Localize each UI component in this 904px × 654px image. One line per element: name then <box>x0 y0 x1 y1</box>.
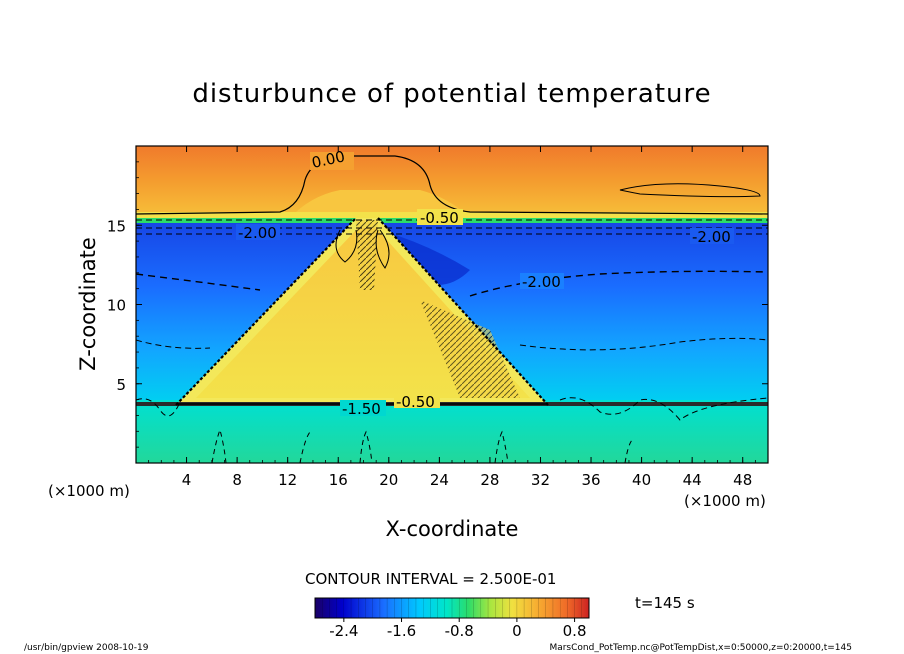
x-tick-label: 12 <box>278 471 297 489</box>
plot-area: 0.00 -0.50 -2.00 -2.00 -2.00 -1.50 -0.50 <box>136 146 768 463</box>
clabel-3: -2.00 <box>692 228 731 246</box>
clabel-bg-0 <box>310 152 354 170</box>
x-tick-label: 24 <box>430 471 449 489</box>
y-tick-label: 15 <box>107 217 126 235</box>
y-tick-label: 10 <box>107 297 126 315</box>
colorbar-ticks: -2.4 -1.6 -0.8 0 0.8 <box>322 598 587 640</box>
footer-right: MarsCond_PotTemp.nc@PotTempDist,x=0:5000… <box>549 643 852 653</box>
clabel-bg-3 <box>690 228 734 244</box>
contour-zero <box>136 155 768 215</box>
x-tick-label: 40 <box>632 471 651 489</box>
time-text: t=145 s <box>635 594 695 612</box>
clabel-6: -0.50 <box>396 393 435 411</box>
clabel-bg-4 <box>520 273 564 289</box>
x-unit-left: (×1000 m) <box>48 482 130 500</box>
colorbar-tick-label: -1.6 <box>387 622 416 640</box>
y-tick-label: 5 <box>116 376 126 394</box>
y-axis-label: Z-coordinate <box>76 237 100 371</box>
clabel-5: -1.50 <box>342 400 381 418</box>
clabel-bg-6 <box>394 394 440 408</box>
footer-left: /usr/bin/gpview 2008-10-19 <box>24 643 149 653</box>
colorbar-tick-label: 0 <box>512 622 522 640</box>
clabel-bg-2 <box>236 224 280 240</box>
contour-peak-left <box>335 229 358 263</box>
colorbar-tick-label: -2.4 <box>329 622 358 640</box>
x-tick-label: 48 <box>733 471 752 489</box>
plume-hatch <box>356 220 378 290</box>
x-tick-label: 8 <box>232 471 242 489</box>
contour-minus2 <box>136 270 768 297</box>
contour-lower-wavy <box>136 397 768 421</box>
clabel-2: -2.00 <box>238 224 277 242</box>
clabel-bg-5 <box>340 400 386 416</box>
contour-bottom-cells <box>211 428 633 463</box>
x-tick-label: 28 <box>480 471 499 489</box>
chart-title: disturbunce of potential temperature <box>192 79 711 109</box>
contour-closed-upper <box>619 183 761 198</box>
x-tick-label: 16 <box>329 471 348 489</box>
y-axis-ticks: 5 10 15 <box>107 145 768 464</box>
contour-triangle-edges <box>175 217 549 406</box>
clabel-4: -2.00 <box>522 273 561 291</box>
contour-interval-text: CONTOUR INTERVAL = 2.500E-01 <box>305 570 556 588</box>
contour-peak-right <box>375 229 390 269</box>
x-tick-label: 36 <box>581 471 600 489</box>
hatched-region <box>420 300 520 398</box>
x-tick-label: 20 <box>379 471 398 489</box>
colorbar-tick-label: -0.8 <box>445 622 474 640</box>
x-axis-label: X-coordinate <box>386 517 519 541</box>
clabel-bg-1 <box>417 209 463 225</box>
x-unit-right: (×1000 m) <box>684 492 766 510</box>
x-tick-label: 4 <box>182 471 192 489</box>
contour-mid <box>136 337 768 351</box>
clabel-1: -0.50 <box>420 209 459 227</box>
x-axis-ticks: 4 8 12 16 20 24 28 32 36 40 44 48 <box>135 146 769 489</box>
colorbar-tick-label: 0.8 <box>563 622 587 640</box>
x-tick-label: 32 <box>531 471 550 489</box>
lower-layer <box>136 400 768 463</box>
x-tick-label: 44 <box>683 471 702 489</box>
